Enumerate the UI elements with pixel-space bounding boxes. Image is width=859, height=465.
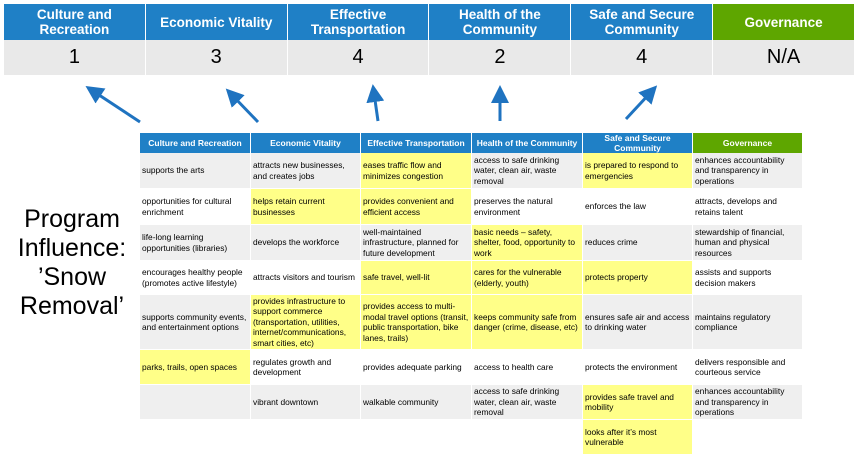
table-cell: ensures safe air and access to drinking … <box>583 295 693 350</box>
table-cell: access to safe drinking water, clean air… <box>472 385 583 420</box>
table-cell: provides adequate parking <box>361 350 472 385</box>
table-cell: life-long learning opportunities (librar… <box>140 225 251 261</box>
table-cell: enforces the law <box>583 189 693 225</box>
table-cell: assists and supports decision makers <box>693 261 803 295</box>
table-cell: opportunities for cultural enrichment <box>140 189 251 225</box>
table-cell: enhances accountability and transparency… <box>693 153 803 189</box>
table-cell: eases traffic flow and minimizes congest… <box>361 153 472 189</box>
summary-header: Health of the Community <box>429 4 572 40</box>
table-cell: preserves the natural environment <box>472 189 583 225</box>
arrow-safe <box>624 85 658 121</box>
table-cell: maintains regulatory compliance <box>693 295 803 350</box>
table-cell: supports community events, and entertain… <box>140 295 251 350</box>
table-header: Safe and Secure Community <box>583 133 693 153</box>
summary-value: 2 <box>429 40 572 75</box>
table-cell: access to health care <box>472 350 583 385</box>
table-header: Economic Vitality <box>251 133 361 153</box>
table-cell: helps retain current businesses <box>251 189 361 225</box>
table-cell: walkable community <box>361 385 472 420</box>
table-cell <box>140 420 251 455</box>
table-cell <box>472 420 583 455</box>
summary-scores: Culture and Recreation Economic Vitality E… <box>4 4 855 75</box>
table-cell <box>693 420 803 455</box>
table-cell: provides infrastructure to support comme… <box>251 295 361 350</box>
arrow-culture <box>85 86 141 124</box>
table-cell: access to safe drinking water, clean air… <box>472 153 583 189</box>
table-header: Culture and Recreation <box>140 133 251 153</box>
table-cell: is prepared to respond to emergencies <box>583 153 693 189</box>
summary-header: Economic Vitality <box>145 4 288 40</box>
table-cell: protects the environment <box>583 350 693 385</box>
table-header: Governance <box>693 133 803 153</box>
summary-value: 4 <box>571 40 714 75</box>
summary-header: Effective Transportation <box>287 4 430 40</box>
table-header: Effective Transportation <box>361 133 472 153</box>
table-cell: provides safe travel and mobility <box>583 385 693 420</box>
table-cell: parks, trails, open spaces <box>140 350 251 385</box>
table-cell: basic needs – safety, shelter, food, opp… <box>472 225 583 261</box>
table-header: Health of the Community <box>472 133 583 153</box>
summary-value: 3 <box>145 40 288 75</box>
table-cell: attracts new businesses, and creates job… <box>251 153 361 189</box>
table-cell: develops the workforce <box>251 225 361 261</box>
table-cell: encourages healthy people (promotes acti… <box>140 261 251 295</box>
influence-table: Culture and Recreation Economic Vitality E… <box>140 133 803 455</box>
table-cell: stewardship of financial, human and phys… <box>693 225 803 261</box>
table-cell: attracts visitors and tourism <box>251 261 361 295</box>
table-cell: enhances accountability and transparency… <box>693 385 803 420</box>
table-cell: looks after it’s most vulnerable <box>583 420 693 455</box>
summary-value: 1 <box>4 40 146 75</box>
summary-header: Culture and Recreation <box>4 4 146 40</box>
table-cell <box>361 420 472 455</box>
summary-value: N/A <box>713 40 855 75</box>
table-cell: regulates growth and development <box>251 350 361 385</box>
table-cell: cares for the vulnerable (elderly, youth… <box>472 261 583 295</box>
table-cell: vibrant downtown <box>251 385 361 420</box>
table-cell: protects property <box>583 261 693 295</box>
table-cell <box>251 420 361 455</box>
table-cell: supports the arts <box>140 153 251 189</box>
arrow-transportation <box>366 84 385 122</box>
table-cell: attracts, develops and retains talent <box>693 189 803 225</box>
table-cell: delivers responsible and courteous servi… <box>693 350 803 385</box>
table-cell: provides convenient and efficient access <box>361 189 472 225</box>
summary-header: Governance <box>713 4 855 40</box>
table-cell: safe travel, well-lit <box>361 261 472 295</box>
summary-header: Safe and Secure Community <box>571 4 714 40</box>
arrow-economic <box>225 88 260 124</box>
summary-value: 4 <box>287 40 430 75</box>
table-cell: provides access to multi-modal travel op… <box>361 295 472 350</box>
program-influence-label: Program Influence: ’Snow Removal’ <box>17 205 127 320</box>
table-cell <box>140 385 251 420</box>
table-cell: keeps community safe from danger (crime,… <box>472 295 583 350</box>
table-cell: reduces crime <box>583 225 693 261</box>
table-cell: well-maintained infrastructure, planned … <box>361 225 472 261</box>
